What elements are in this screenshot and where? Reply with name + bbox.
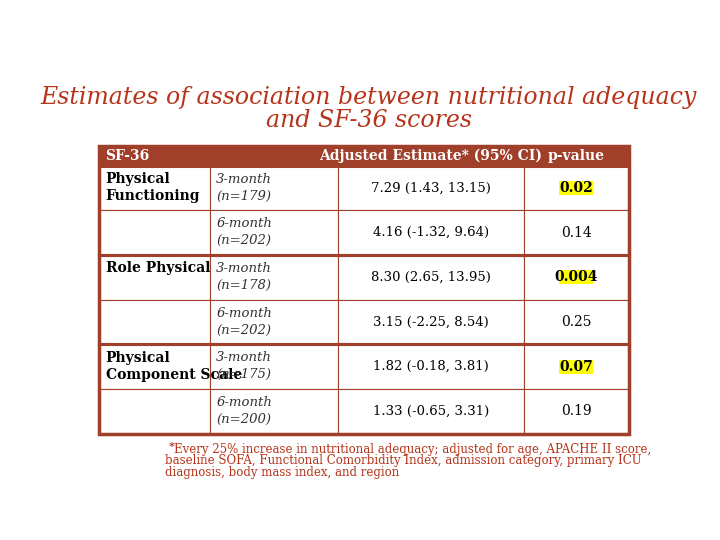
Text: 3-month: 3-month	[216, 173, 272, 186]
Text: (n=178): (n=178)	[216, 279, 271, 292]
Bar	[338, 345, 524, 389]
Bar	[210, 255, 338, 300]
Bar	[524, 255, 629, 300]
Text: Estimates of association between nutritional adequacy: Estimates of association between nutriti…	[41, 86, 697, 110]
Bar	[524, 146, 629, 166]
Bar	[524, 300, 629, 345]
Bar	[210, 389, 338, 434]
Bar	[338, 389, 524, 434]
Text: 0.19: 0.19	[561, 404, 592, 418]
Text: 4.16 (-1.32, 9.64): 4.16 (-1.32, 9.64)	[373, 226, 489, 239]
Bar	[338, 300, 524, 345]
Bar	[524, 166, 629, 211]
Text: SF-36: SF-36	[106, 148, 150, 163]
Text: 8.30 (2.65, 13.95): 8.30 (2.65, 13.95)	[371, 271, 491, 284]
Bar	[338, 255, 524, 300]
Bar	[524, 211, 629, 255]
Text: Functioning: Functioning	[106, 189, 200, 203]
Text: 6-month: 6-month	[216, 396, 272, 409]
Bar	[99, 345, 629, 434]
Bar	[99, 345, 210, 389]
Bar	[210, 166, 338, 211]
Text: Adjusted Estimate* (95% CI): Adjusted Estimate* (95% CI)	[320, 148, 542, 163]
Text: 3.15 (-2.25, 8.54): 3.15 (-2.25, 8.54)	[373, 315, 489, 328]
Bar	[99, 255, 210, 300]
Bar	[559, 271, 593, 284]
Bar	[210, 345, 338, 389]
Text: 1.33 (-0.65, 3.31): 1.33 (-0.65, 3.31)	[373, 405, 489, 418]
Bar	[338, 166, 524, 211]
Text: Physical: Physical	[106, 350, 170, 365]
Text: 0.004: 0.004	[554, 271, 598, 285]
Bar	[559, 360, 593, 374]
Bar	[99, 146, 338, 166]
Text: (n=179): (n=179)	[216, 190, 271, 202]
Text: 3-month: 3-month	[216, 262, 272, 275]
Text: (n=200): (n=200)	[216, 413, 271, 426]
Bar	[99, 389, 210, 434]
Bar	[338, 146, 524, 166]
Text: 6-month: 6-month	[216, 307, 272, 320]
Bar	[338, 211, 524, 255]
Text: (n=202): (n=202)	[216, 323, 271, 336]
Text: 0.14: 0.14	[561, 226, 592, 240]
Text: (n=175): (n=175)	[216, 368, 271, 381]
Bar	[99, 166, 629, 255]
Text: 7.29 (1.43, 13.15): 7.29 (1.43, 13.15)	[371, 181, 491, 194]
Bar	[524, 389, 629, 434]
Text: 0.07: 0.07	[559, 360, 593, 374]
Text: Component Scale: Component Scale	[106, 368, 242, 382]
Text: Every 25% increase in nutritional adequacy; adjusted for age, APACHE II score,: Every 25% increase in nutritional adequa…	[174, 443, 651, 456]
Text: 6-month: 6-month	[216, 217, 272, 230]
Bar	[99, 211, 210, 255]
Bar	[99, 146, 629, 434]
Text: baseline SOFA, Functional Comorbidity Index, admission category, primary ICU: baseline SOFA, Functional Comorbidity In…	[165, 455, 642, 468]
Bar	[210, 300, 338, 345]
Text: Role Physical: Role Physical	[106, 261, 210, 275]
Bar	[99, 166, 629, 255]
Text: and SF-36 scores: and SF-36 scores	[266, 110, 472, 132]
Bar	[99, 255, 629, 345]
Text: diagnosis, body mass index, and region: diagnosis, body mass index, and region	[165, 466, 400, 479]
Text: p-value: p-value	[548, 148, 605, 163]
Bar	[210, 211, 338, 255]
Bar	[524, 345, 629, 389]
Text: *: *	[169, 441, 175, 453]
Bar	[559, 181, 593, 195]
Text: 0.02: 0.02	[559, 181, 593, 195]
Text: (n=202): (n=202)	[216, 234, 271, 247]
Bar	[99, 255, 629, 345]
Text: 0.25: 0.25	[561, 315, 592, 329]
Bar	[99, 166, 210, 211]
Text: Physical: Physical	[106, 172, 170, 186]
Bar	[99, 345, 629, 434]
Bar	[99, 300, 210, 345]
Text: 3-month: 3-month	[216, 351, 272, 364]
Text: 1.82 (-0.18, 3.81): 1.82 (-0.18, 3.81)	[373, 360, 489, 373]
